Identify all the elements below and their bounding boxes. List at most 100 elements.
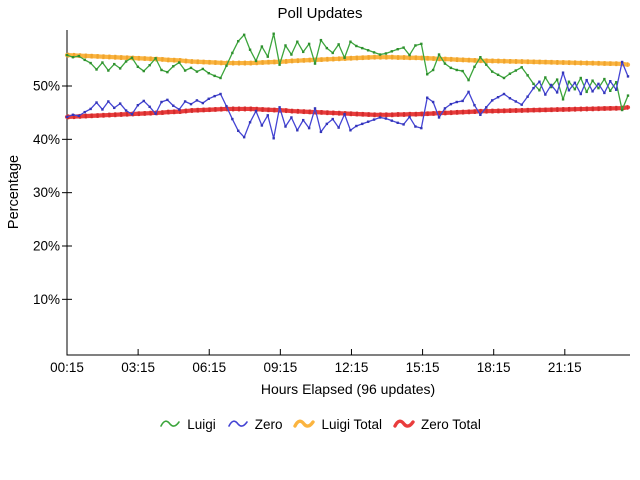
series-marker xyxy=(89,61,92,65)
series-marker xyxy=(231,51,234,55)
legend-item-luigi-total: Luigi Total xyxy=(293,417,382,432)
series-marker xyxy=(355,124,358,128)
series-marker xyxy=(390,119,393,122)
series-marker xyxy=(591,90,594,93)
x-tick-label: 09:15 xyxy=(263,360,297,375)
series-marker xyxy=(278,106,281,109)
series-marker xyxy=(426,73,429,76)
x-tick-label: 03:15 xyxy=(121,360,155,375)
series-marker xyxy=(455,68,458,72)
series-marker xyxy=(349,129,352,132)
series-marker xyxy=(331,117,334,121)
series-marker xyxy=(555,91,559,94)
series-marker xyxy=(148,64,151,67)
series-marker xyxy=(372,118,376,121)
series-marker xyxy=(201,67,205,71)
series-marker xyxy=(614,88,618,91)
series-marker xyxy=(231,117,234,121)
y-tick-label: 20% xyxy=(33,238,60,253)
series-marker xyxy=(313,107,317,110)
series-marker xyxy=(142,69,145,73)
series-line-luigi xyxy=(66,33,629,111)
series-marker xyxy=(449,102,453,106)
series-marker xyxy=(609,89,612,92)
series-marker xyxy=(313,62,317,65)
series-marker xyxy=(485,63,488,66)
series-marker xyxy=(402,123,405,126)
series-marker xyxy=(296,40,299,43)
x-tick-label: 21:15 xyxy=(548,360,582,375)
legend-wave-icon xyxy=(293,419,316,428)
series-marker xyxy=(355,44,358,48)
legend-item-zero-total: Zero Total xyxy=(393,417,481,432)
series-marker xyxy=(136,104,140,107)
series-marker xyxy=(485,106,488,109)
series-marker xyxy=(538,80,541,83)
series-marker xyxy=(237,40,240,43)
x-tick-label: 18:15 xyxy=(477,360,511,375)
series-marker xyxy=(207,72,210,75)
series-marker xyxy=(71,113,75,116)
series-marker xyxy=(561,98,565,101)
legend-wave-icon xyxy=(160,420,180,427)
series-marker xyxy=(266,55,269,58)
series-marker xyxy=(496,73,500,76)
series-marker xyxy=(544,76,547,79)
series-marker xyxy=(384,117,388,120)
chart-title: Poll Updates xyxy=(277,5,363,22)
series-marker xyxy=(242,33,246,36)
series-marker xyxy=(130,113,134,116)
series-marker xyxy=(278,63,281,66)
series-marker xyxy=(455,100,458,104)
series-marker xyxy=(319,130,323,134)
series-marker xyxy=(178,61,181,64)
legend-item-zero: Zero xyxy=(227,417,282,432)
series-marker xyxy=(183,100,187,103)
series-marker xyxy=(408,53,411,57)
y-tick-label: 50% xyxy=(33,79,60,94)
series-marker xyxy=(325,46,329,50)
series-marker xyxy=(420,126,423,130)
series-marker xyxy=(402,46,405,49)
legend-label: Zero Total xyxy=(421,416,481,432)
legend-wave-icon xyxy=(393,419,415,428)
series-marker xyxy=(65,115,69,119)
series-marker xyxy=(124,60,128,63)
series-marker xyxy=(467,90,470,94)
series-marker xyxy=(207,97,210,100)
series-marker xyxy=(526,95,529,98)
series-marker xyxy=(65,53,69,57)
series-marker xyxy=(490,99,494,102)
series-marker xyxy=(142,99,145,103)
series-marker xyxy=(585,78,588,82)
series-marker xyxy=(254,109,258,113)
y-tick-label: 40% xyxy=(33,132,60,147)
y-tick-label: 10% xyxy=(33,292,60,307)
series-marker xyxy=(620,60,624,64)
series-marker xyxy=(396,121,399,124)
series-marker xyxy=(260,45,264,48)
series-marker xyxy=(113,62,116,66)
series-marker xyxy=(166,70,169,74)
series-marker xyxy=(396,48,399,51)
x-tick-label: 00:15 xyxy=(50,360,84,375)
series-marker xyxy=(626,75,630,78)
x-tick-label: 15:15 xyxy=(406,360,440,375)
series-marker xyxy=(166,98,169,102)
series-marker xyxy=(95,101,98,104)
series-marker xyxy=(473,104,476,107)
series-marker xyxy=(154,112,157,115)
series-marker xyxy=(343,113,346,116)
series-marker xyxy=(550,83,553,87)
series-marker xyxy=(591,79,594,82)
series-marker xyxy=(420,42,423,46)
series-marker xyxy=(284,44,287,47)
series-marker xyxy=(101,61,104,64)
series-marker xyxy=(272,137,275,140)
series-marker xyxy=(89,107,92,111)
series-marker xyxy=(189,66,193,70)
series-marker xyxy=(467,78,470,82)
series-marker xyxy=(550,85,553,89)
series-marker xyxy=(201,101,205,105)
